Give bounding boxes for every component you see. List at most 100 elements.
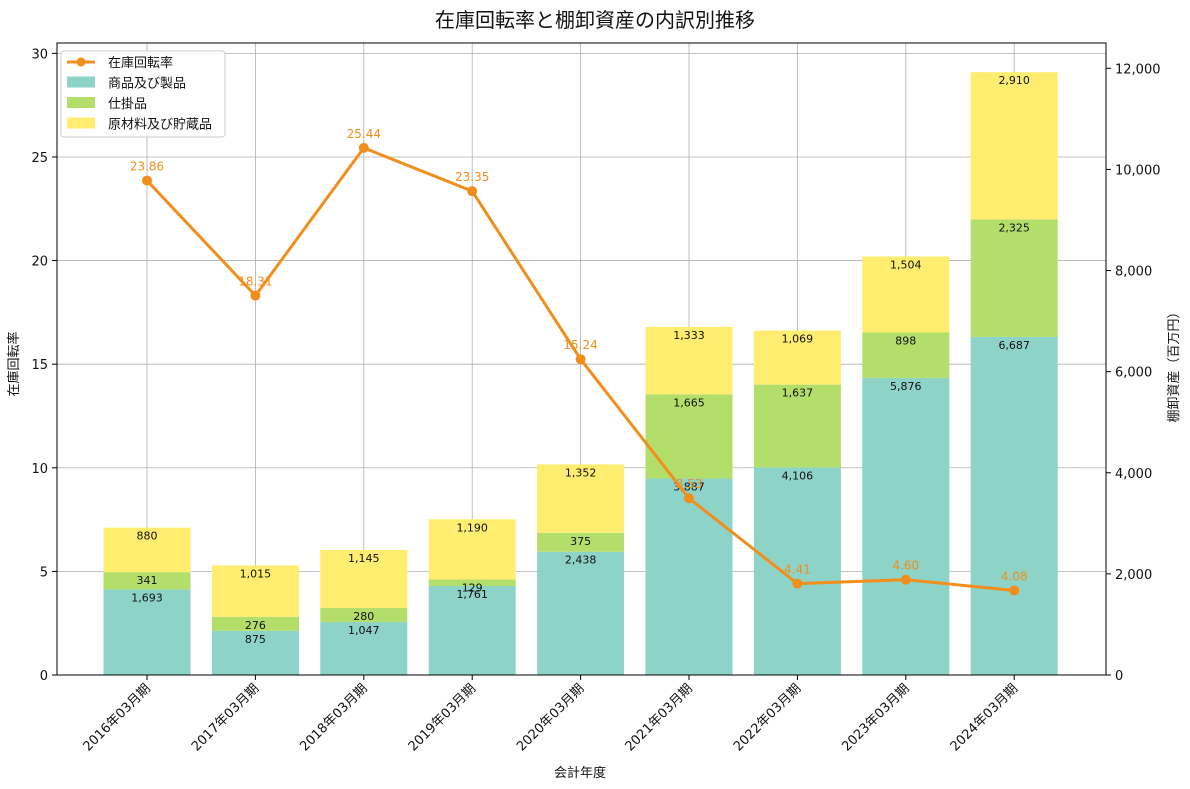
y-right-tick-label: 6,000 [1115, 366, 1152, 381]
y-right-tick-label: 10,000 [1115, 163, 1161, 178]
bar-segment [211, 630, 299, 675]
y-axis-right-label: 棚卸資産（百万円） [1166, 305, 1182, 422]
x-tick-label: 2016年03月期 [81, 681, 154, 754]
legend-label: 仕掛品 [108, 97, 147, 112]
turnover-value-label: 25.44 [347, 127, 381, 141]
bar-value-label: 341 [137, 574, 158, 587]
bar-value-label: 2,325 [998, 221, 1030, 234]
bar-segment [211, 616, 299, 631]
bar-segment [428, 585, 516, 675]
x-tick-label: 2021年03月期 [623, 681, 696, 754]
bar-value-label: 1,504 [890, 258, 922, 271]
bar-segment [753, 467, 841, 675]
turnover-value-label: 8.53 [676, 477, 703, 491]
bar-value-label: 1,333 [673, 329, 705, 342]
x-tick-label: 2022年03月期 [731, 681, 804, 754]
bar-value-label: 6,687 [998, 339, 1030, 352]
x-tick-label: 2017年03月期 [189, 681, 262, 754]
turnover-point [1009, 585, 1020, 596]
bar-segment [320, 607, 408, 623]
y-left-tick-label: 5 [40, 565, 48, 580]
bar-segment [862, 256, 950, 333]
turnover-point [684, 493, 694, 504]
bar-segment [211, 565, 299, 617]
bar-segment [103, 572, 191, 590]
legend-label: 商品及び製品 [108, 77, 186, 92]
y-right-tick-label: 4,000 [1115, 467, 1152, 482]
legend-swatch [67, 76, 95, 88]
turnover-point [900, 574, 911, 585]
bar-segment [320, 550, 408, 608]
bar-segment [428, 579, 516, 586]
bar-value-label: 880 [137, 530, 158, 543]
bar-value-label: 1,145 [348, 552, 380, 565]
chart-title: 在庫回転率と棚卸資産の内訳別推移 [435, 8, 755, 32]
turnover-value-label: 4.41 [784, 563, 811, 577]
turnover-point [467, 186, 478, 197]
bar-value-label: 1,761 [456, 588, 488, 601]
x-tick-label: 2018年03月期 [297, 681, 370, 754]
x-axis-label: 会計年度 [554, 765, 606, 781]
turnover-value-label: 4.60 [892, 559, 919, 573]
bar-value-label: 898 [895, 335, 916, 348]
bar-value-label: 1,047 [348, 624, 380, 637]
turnover-point [575, 354, 586, 365]
bar-value-label: 5,876 [890, 380, 922, 393]
bar-value-label: 2,910 [998, 74, 1030, 87]
bar-segment [970, 72, 1058, 220]
turnover-value-label: 15.24 [563, 338, 597, 352]
bar-segment [862, 332, 950, 378]
legend-swatch [67, 97, 95, 108]
y-left-tick-label: 10 [31, 462, 48, 477]
bar-segment [970, 336, 1058, 675]
x-tick-label: 2019年03月期 [406, 681, 479, 754]
y-left-tick-label: 25 [31, 151, 48, 166]
bar-segment [428, 519, 516, 580]
y-right-tick-label: 0 [1115, 669, 1123, 684]
bar-value-label: 2,438 [565, 554, 597, 567]
plot-frame [56, 42, 1107, 676]
bar-segment [537, 551, 625, 675]
legend-line-marker [76, 57, 86, 67]
bar-segment [970, 219, 1058, 337]
bar-segment [645, 394, 733, 479]
turnover-value-label: 23.35 [455, 170, 489, 184]
y-axis-left-label: 在庫回転率 [6, 331, 22, 396]
legend-label: 在庫回転率 [108, 55, 173, 71]
legend-box [60, 50, 226, 138]
turnover-point [142, 175, 152, 186]
bar-value-label: 1,069 [782, 333, 814, 346]
x-tick-label: 2020年03月期 [514, 681, 587, 754]
bar-segment [645, 326, 733, 395]
bar-segment [862, 377, 950, 675]
bar-segment [103, 589, 191, 675]
turnover-point [358, 142, 369, 153]
legend-swatch [67, 117, 95, 129]
y-left-tick-label: 0 [40, 669, 48, 684]
turnover-line: 23.86 18.31 25.44 23.35 15.24 8.53 4.41 4.60 4.0… [130, 127, 1028, 596]
bar-segment [537, 532, 625, 552]
y-right-tick-label: 8,000 [1115, 265, 1152, 280]
bar-value-label: 4,106 [782, 469, 814, 482]
bar-segment [103, 527, 191, 573]
x-tick-label: 2023年03月期 [839, 681, 912, 754]
turnover-value-label: 18.31 [238, 275, 272, 289]
turnover-point [792, 578, 803, 589]
bars [103, 72, 1058, 675]
bar-value-label: 1,352 [565, 466, 597, 479]
bar-value-label: 129 [462, 581, 483, 594]
bar-segment [320, 622, 408, 675]
bar-value-label: 1,637 [782, 387, 814, 400]
y-right-tick-label: 12,000 [1115, 62, 1161, 77]
bar-segment [537, 464, 625, 533]
bar-value-label: 276 [245, 619, 266, 632]
bar-value-label: 1,693 [131, 591, 163, 604]
bar-value-label: 875 [245, 633, 266, 646]
bar-segment [753, 384, 841, 468]
bar-value-label: 1,665 [673, 396, 705, 409]
y-left-tick-label: 20 [31, 255, 48, 270]
y-left-tick-label: 15 [31, 358, 48, 373]
